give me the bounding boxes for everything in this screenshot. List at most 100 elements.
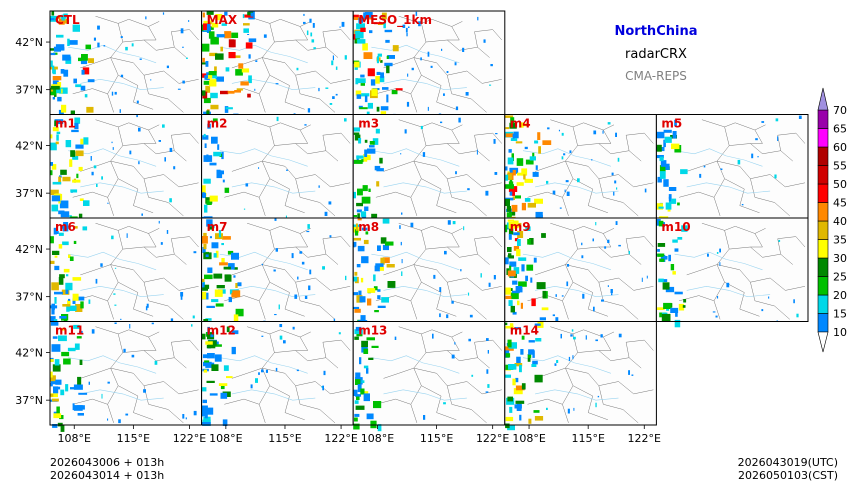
- radar-echo: [377, 295, 381, 300]
- radar-echo: [215, 250, 219, 258]
- radar-echo: [364, 139, 368, 143]
- radar-echo: [379, 157, 383, 164]
- colorbar-max-arrow: [817, 87, 829, 111]
- radar-echo: [233, 55, 241, 58]
- radar-echo: [356, 295, 363, 303]
- colorbar-level-label: 70: [833, 104, 847, 117]
- province-boundary: [144, 129, 157, 144]
- radar-echo: [555, 294, 557, 297]
- radar-echo: [509, 323, 514, 329]
- radar-echo: [741, 204, 744, 206]
- radar-echo: [52, 336, 58, 339]
- radar-echo: [215, 53, 224, 60]
- radar-echo: [50, 375, 56, 382]
- radar-echo: [207, 353, 215, 359]
- radar-echo: [355, 78, 359, 85]
- province-boundary: [474, 236, 502, 255]
- radar-echo: [560, 333, 562, 339]
- province-boundary: [474, 339, 502, 358]
- radar-echo: [169, 198, 172, 203]
- radar-echo: [682, 305, 686, 308]
- radar-echo: [212, 224, 215, 229]
- radar-echo: [593, 306, 595, 312]
- province-boundary: [535, 160, 566, 172]
- radar-echo: [275, 367, 278, 372]
- radar-echo: [541, 233, 546, 238]
- province-boundary: [716, 264, 806, 291]
- radar-echo: [101, 176, 103, 180]
- province-boundary: [262, 264, 351, 291]
- radar-echo: [404, 129, 407, 134]
- province-boundary: [679, 191, 715, 198]
- province-boundary: [398, 326, 463, 338]
- panel-background: [201, 11, 354, 115]
- radar-echo: [670, 307, 679, 313]
- radar-echo: [72, 403, 75, 411]
- radar-echo: [74, 117, 81, 124]
- radar-echo: [243, 23, 250, 26]
- radar-echo: [408, 26, 410, 28]
- river-line: [231, 78, 316, 91]
- radar-echo: [505, 115, 514, 118]
- radar-echo: [202, 287, 208, 291]
- radar-echo: [514, 327, 521, 330]
- radar-echo: [511, 188, 515, 196]
- radar-echo: [50, 87, 57, 96]
- radar-echo: [516, 182, 524, 186]
- radar-echo: [532, 360, 538, 365]
- radar-echo: [510, 292, 519, 300]
- river-line: [535, 389, 619, 401]
- river-line: [219, 148, 308, 167]
- radar-echo: [58, 232, 64, 236]
- radar-echo: [509, 265, 512, 272]
- province-boundary: [375, 398, 411, 405]
- radar-echo: [513, 246, 520, 251]
- province-boundary: [247, 326, 311, 338]
- radar-echo: [505, 184, 514, 189]
- province-boundary: [295, 233, 309, 248]
- radar-echo: [420, 125, 423, 130]
- radar-echo: [227, 90, 235, 94]
- radar-echo: [573, 336, 576, 340]
- radar-echo: [508, 228, 514, 235]
- radar-echo: [516, 249, 521, 257]
- radar-echo: [505, 133, 514, 138]
- radar-echo: [231, 346, 236, 355]
- province-boundary: [269, 385, 305, 421]
- radar-echo: [432, 333, 434, 339]
- radar-echo: [443, 93, 445, 96]
- radar-echo: [533, 410, 540, 413]
- radar-echo: [97, 42, 100, 48]
- radar-echo: [238, 63, 244, 69]
- province-boundary: [295, 336, 309, 351]
- radar-echo: [225, 107, 233, 110]
- radar-echo: [521, 335, 525, 340]
- radar-echo: [677, 202, 680, 206]
- radar-echo: [391, 90, 398, 95]
- radar-echo: [65, 384, 69, 392]
- radar-echo: [61, 104, 67, 113]
- radar-echo: [657, 249, 660, 252]
- radar-echo: [487, 384, 490, 388]
- radar-echo: [361, 380, 365, 383]
- radar-echo: [331, 60, 334, 66]
- radar-echo: [355, 405, 365, 410]
- radar-echo: [233, 314, 239, 322]
- radar-echo: [75, 144, 84, 149]
- river-line: [68, 148, 157, 167]
- radar-echo: [443, 402, 446, 405]
- radar-echo: [547, 127, 550, 130]
- radar-echo: [512, 378, 516, 386]
- radar-echo: [291, 253, 294, 259]
- radar-echo: [507, 247, 512, 253]
- radar-echo: [261, 335, 264, 337]
- radar-echo: [56, 406, 60, 414]
- radar-echo: [381, 12, 387, 20]
- province-boundary: [410, 23, 427, 113]
- radar-echo: [231, 330, 239, 335]
- radar-echo: [356, 78, 366, 84]
- radar-echo: [368, 188, 371, 192]
- radar-echo: [60, 69, 65, 74]
- radar-echo: [91, 329, 95, 334]
- radar-echo: [296, 369, 299, 372]
